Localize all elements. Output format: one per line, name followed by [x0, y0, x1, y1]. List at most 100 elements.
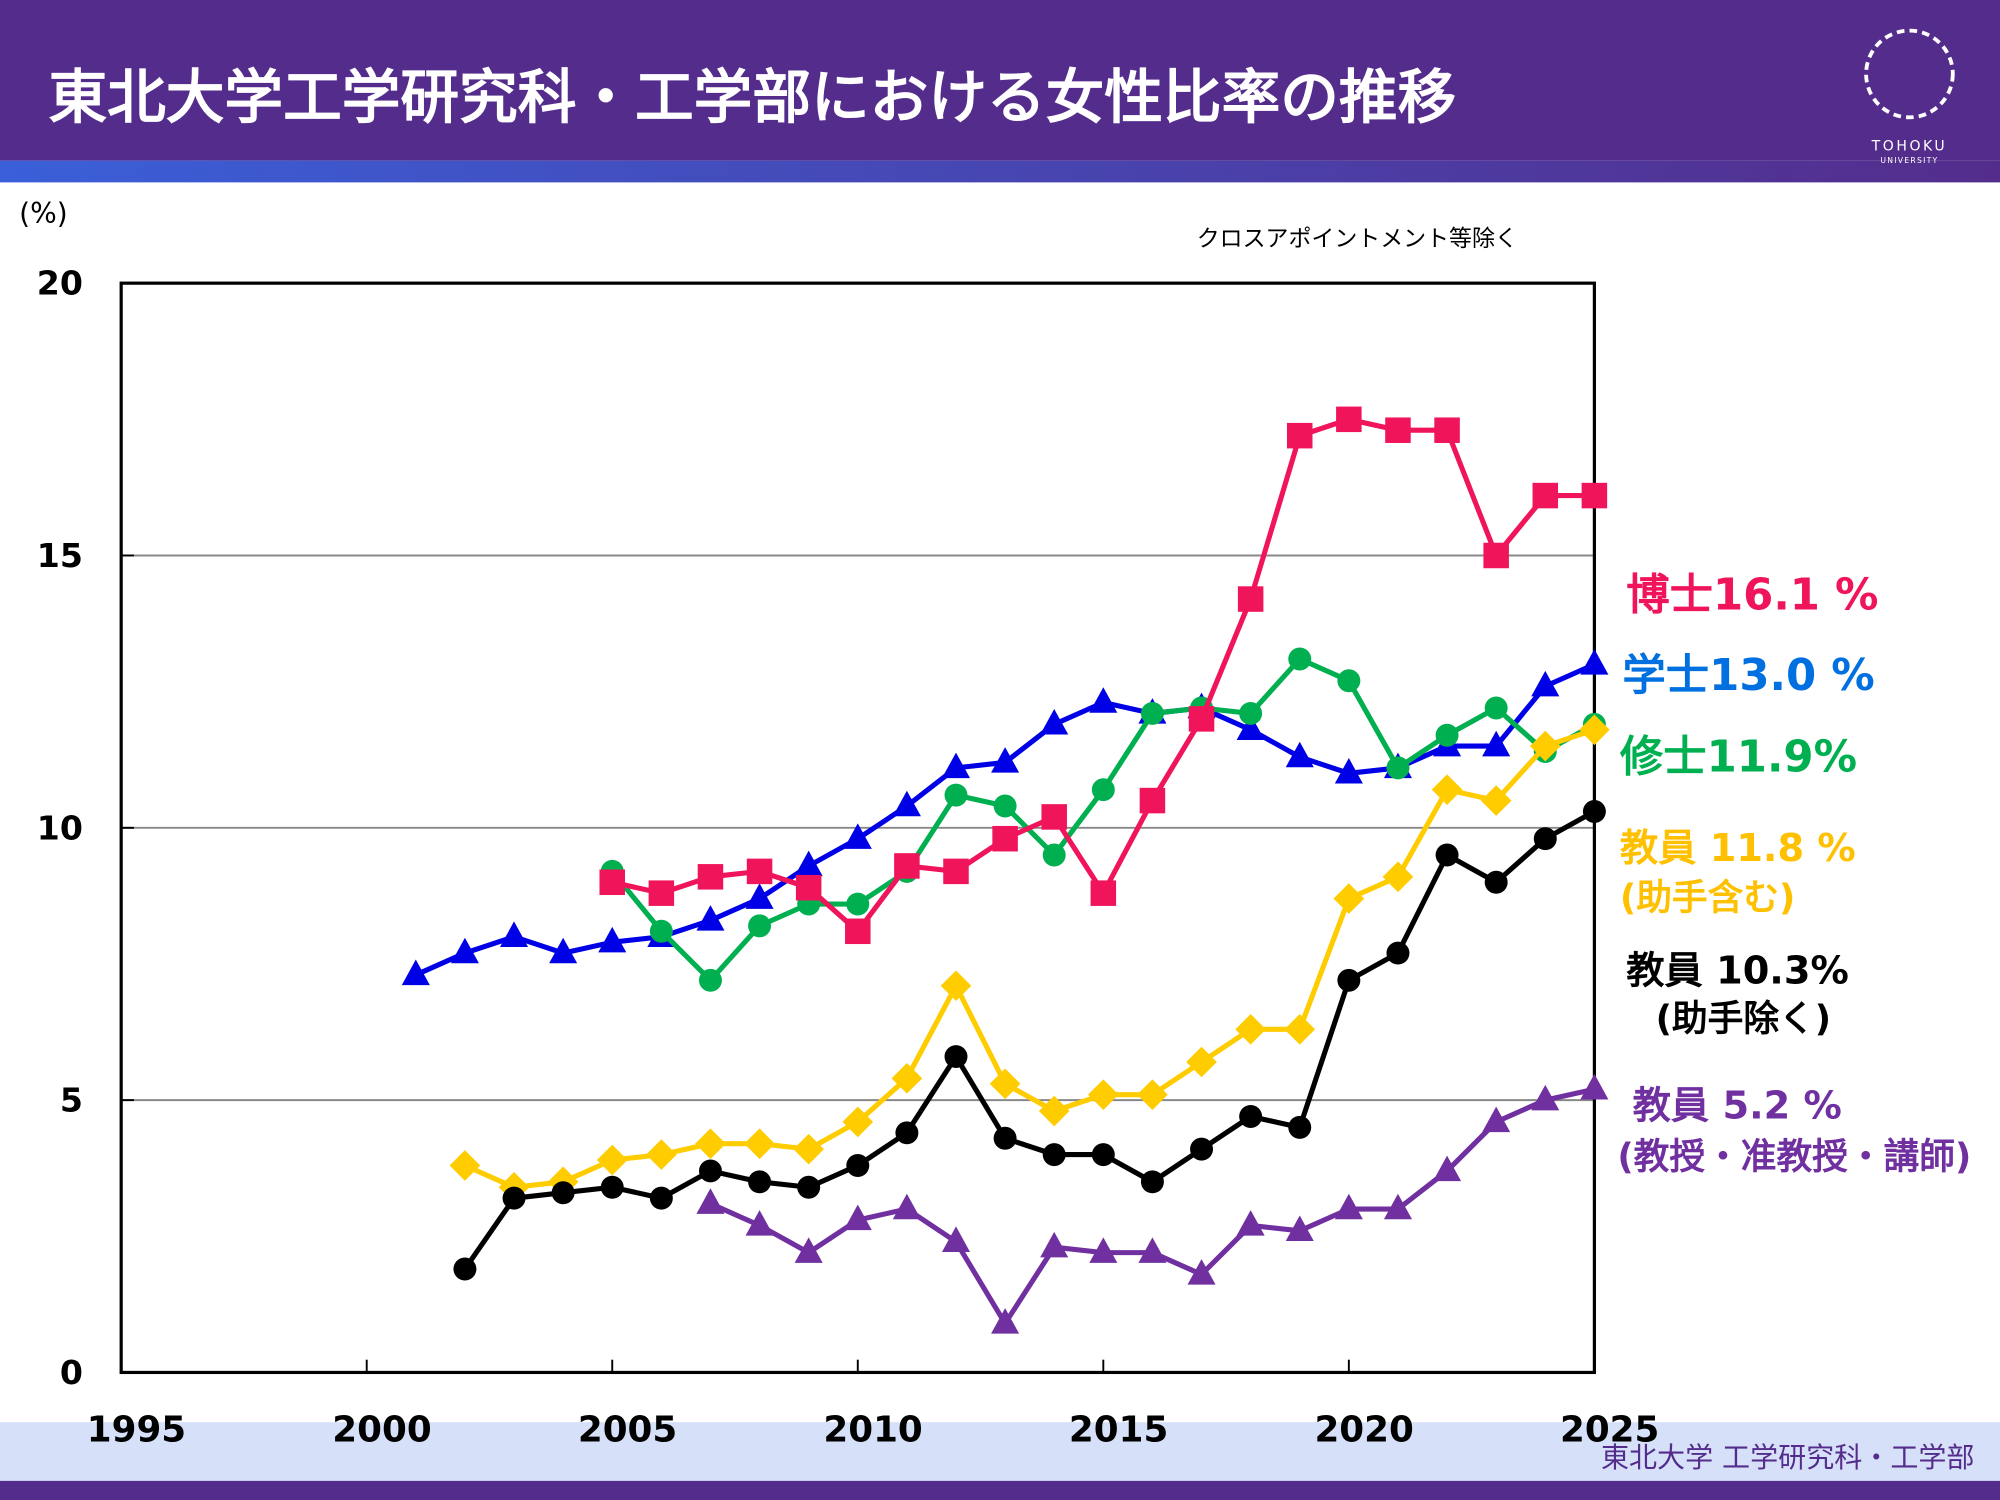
marker — [502, 1186, 526, 1210]
marker — [989, 1068, 1021, 1100]
marker — [1484, 696, 1508, 720]
marker — [846, 892, 870, 916]
marker — [1431, 774, 1463, 805]
marker — [1581, 482, 1608, 509]
marker — [1088, 1079, 1119, 1110]
marker — [944, 1045, 968, 1069]
marker — [1480, 785, 1512, 816]
marker — [1337, 968, 1361, 992]
marker — [648, 880, 675, 906]
annotation: 教員 10.3% — [1626, 948, 1849, 993]
marker — [845, 918, 871, 945]
marker — [401, 959, 430, 986]
header-bar — [0, 0, 2000, 161]
marker — [599, 869, 625, 896]
marker — [1383, 1193, 1412, 1220]
marker — [1482, 1106, 1511, 1133]
marker — [1236, 1210, 1265, 1236]
y-tick-label: 0 — [60, 1353, 83, 1392]
marker — [1038, 1095, 1070, 1127]
marker — [745, 883, 774, 909]
footer-band — [0, 1422, 2000, 1481]
marker — [993, 794, 1017, 818]
marker — [1089, 1237, 1118, 1263]
marker — [596, 1144, 628, 1176]
marker — [1040, 709, 1069, 735]
marker — [695, 1128, 726, 1160]
y-tick-label: 10 — [37, 808, 83, 847]
marker — [698, 1159, 722, 1183]
marker — [941, 1226, 971, 1252]
logo-emblem — [1864, 28, 1955, 120]
marker — [797, 1175, 821, 1199]
marker — [748, 914, 772, 938]
marker — [646, 1139, 677, 1170]
marker — [1336, 406, 1362, 433]
marker — [696, 1188, 725, 1214]
marker — [794, 1237, 823, 1263]
marker — [1333, 883, 1365, 914]
x-tick-label: 2020 — [1314, 1409, 1413, 1450]
marker — [1334, 758, 1363, 784]
marker — [1239, 701, 1263, 725]
marker — [649, 919, 673, 943]
footer-bar — [0, 1480, 2000, 1500]
logo-name: TOHOKU — [1871, 139, 1948, 155]
marker — [449, 1150, 481, 1181]
marker — [1580, 649, 1609, 675]
marker — [1187, 1259, 1216, 1285]
marker — [500, 921, 529, 947]
marker — [698, 968, 722, 992]
annotation: (教授・准教授・講師) — [1617, 1136, 1971, 1177]
y-axis-label: (%) — [19, 197, 68, 230]
marker — [1186, 1046, 1217, 1078]
marker — [598, 926, 627, 953]
marker — [1284, 1014, 1316, 1045]
marker — [941, 752, 971, 779]
marker — [1385, 417, 1411, 443]
y-tick-label: 20 — [37, 264, 83, 303]
marker — [891, 1063, 923, 1094]
marker — [748, 1170, 772, 1194]
marker — [1237, 586, 1264, 612]
marker — [843, 1204, 872, 1231]
marker — [1532, 482, 1559, 509]
marker — [1434, 417, 1460, 443]
marker — [1337, 669, 1361, 693]
marker — [1435, 843, 1459, 867]
title: 東北大学工学研究科・工学部における女性比率の推移 — [48, 63, 1456, 131]
x-tick-label: 2010 — [823, 1409, 922, 1450]
marker — [453, 1257, 477, 1281]
marker — [1582, 799, 1606, 823]
marker — [649, 1186, 673, 1210]
annotation: (助手除く) — [1656, 999, 1831, 1040]
marker — [1140, 701, 1164, 725]
marker — [1579, 714, 1610, 746]
marker — [1435, 723, 1459, 747]
marker — [1533, 827, 1557, 851]
marker — [1190, 1137, 1214, 1161]
marker — [1286, 422, 1313, 449]
marker — [843, 823, 872, 849]
marker — [991, 747, 1020, 773]
marker — [1382, 861, 1414, 893]
plot-frame — [119, 281, 1596, 1375]
marker — [551, 1181, 575, 1205]
marker — [1139, 787, 1166, 814]
logo-sub: UNIVERSITY — [1880, 156, 1938, 165]
x-tick-label: 2025 — [1560, 1409, 1659, 1450]
marker — [1041, 804, 1067, 830]
marker — [894, 853, 920, 879]
x-tick-label: 2015 — [1069, 1409, 1168, 1450]
annotation: 教員 5.2 % — [1633, 1084, 1842, 1129]
annotation: 教員 11.8 % — [1620, 826, 1856, 871]
annotation: 修士11.9% — [1620, 733, 1857, 783]
marker — [944, 783, 968, 807]
marker — [1531, 1084, 1560, 1111]
x-tick-label: 2005 — [578, 1409, 677, 1450]
marker — [1484, 870, 1508, 894]
marker — [1285, 1215, 1314, 1242]
